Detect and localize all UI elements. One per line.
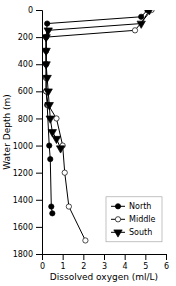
legend-symbol xyxy=(114,230,122,237)
point xyxy=(50,211,55,216)
tick: 4 xyxy=(123,254,128,271)
point xyxy=(42,35,50,42)
point xyxy=(46,116,54,123)
tick-label: 2 xyxy=(81,262,86,271)
x-axis-title: Dissolved oxygen (ml/L) xyxy=(50,272,158,282)
point xyxy=(48,156,53,161)
tick-label: 1400 xyxy=(13,196,33,205)
axis-line xyxy=(43,255,167,261)
tick: 3 xyxy=(102,254,107,271)
tick-mark xyxy=(36,200,42,201)
tick-label: 600 xyxy=(18,87,33,96)
tick-mark xyxy=(83,254,84,260)
point xyxy=(44,28,52,35)
tick: 1600 xyxy=(13,223,42,232)
series-line xyxy=(46,10,147,213)
tick-label: 5 xyxy=(143,262,148,271)
tick: 0 xyxy=(40,254,45,271)
legend-label: North xyxy=(129,202,151,211)
tick-mark xyxy=(36,37,42,38)
tick-mark xyxy=(145,254,146,260)
point xyxy=(54,116,59,121)
legend-item: South xyxy=(111,228,152,237)
tick: 5 xyxy=(143,254,148,271)
tick-label: 800 xyxy=(18,115,33,124)
point xyxy=(49,204,54,209)
tick: 1000 xyxy=(13,142,42,151)
tick-mark xyxy=(36,173,42,174)
tick-label: 200 xyxy=(18,33,33,42)
axis-line xyxy=(36,11,43,255)
tick-label: 4 xyxy=(123,262,128,271)
point xyxy=(56,146,64,153)
tick: 600 xyxy=(18,87,42,96)
point xyxy=(132,28,137,33)
plot: 0 1 2 3 4 5 6 0 200 400 600 800 1000 1200 1400 1600 1800… xyxy=(13,6,169,271)
legend-label: Middle xyxy=(129,215,156,224)
tick: 1200 xyxy=(13,169,42,178)
point xyxy=(62,170,67,175)
legend: North Middle South xyxy=(106,197,162,242)
tick: 800 xyxy=(18,115,42,124)
tick-label: 0 xyxy=(28,6,33,15)
point xyxy=(45,102,53,109)
point xyxy=(52,136,60,143)
tick: 1800 xyxy=(13,250,42,259)
tick-label: 6 xyxy=(164,262,169,271)
tick-label: 0 xyxy=(40,262,45,271)
point xyxy=(45,21,50,26)
tick: 2 xyxy=(81,254,86,271)
tick-mark xyxy=(36,10,42,11)
legend-item: Middle xyxy=(111,215,156,224)
tick-label: 400 xyxy=(18,60,33,69)
tick: 1400 xyxy=(13,196,42,205)
tick: 6 xyxy=(164,254,169,271)
tick: 200 xyxy=(18,33,42,42)
legend-box xyxy=(106,197,162,242)
y-axis: 0 200 400 600 800 1000 1200 1400 1600 1800 xyxy=(13,6,43,259)
point xyxy=(145,10,153,15)
tick-mark xyxy=(36,64,42,65)
tick: 1 xyxy=(61,254,66,271)
tick-mark xyxy=(36,254,42,255)
series-line xyxy=(46,10,149,148)
legend-symbol xyxy=(115,204,120,209)
point xyxy=(44,89,52,96)
point xyxy=(83,238,88,243)
tick-mark xyxy=(166,254,167,260)
point xyxy=(66,204,71,209)
point xyxy=(137,21,145,28)
tick-mark xyxy=(63,254,64,260)
tick-label: 1800 xyxy=(13,250,33,259)
tick: 400 xyxy=(18,60,42,69)
tick-mark xyxy=(36,118,42,119)
point xyxy=(42,48,50,55)
marks xyxy=(42,10,154,243)
point xyxy=(43,75,51,82)
tick-label: 3 xyxy=(102,262,107,271)
legend-label: South xyxy=(129,228,152,237)
tick-label: 1000 xyxy=(13,142,33,151)
tick-mark xyxy=(104,254,105,260)
point xyxy=(42,62,50,69)
legend-symbol xyxy=(115,217,120,222)
tick-mark xyxy=(125,254,126,260)
y-axis-title: Water Depth (m) xyxy=(2,94,12,170)
legend-item: North xyxy=(111,202,151,211)
tick-label: 1 xyxy=(61,262,66,271)
chart: 0 1 2 3 4 5 6 0 200 400 600 800 1000 1200 1400 1600 1800… xyxy=(0,0,176,286)
series-line xyxy=(46,10,151,240)
point xyxy=(47,143,52,148)
tick-mark xyxy=(36,91,42,92)
tick-mark xyxy=(36,227,42,228)
tick: 0 xyxy=(28,6,42,15)
point xyxy=(139,14,144,19)
tick-label: 1200 xyxy=(13,169,33,178)
point xyxy=(48,130,56,137)
tick-label: 1600 xyxy=(13,223,33,232)
tick-mark xyxy=(36,146,42,147)
x-axis: 0 1 2 3 4 5 6 xyxy=(40,254,169,271)
